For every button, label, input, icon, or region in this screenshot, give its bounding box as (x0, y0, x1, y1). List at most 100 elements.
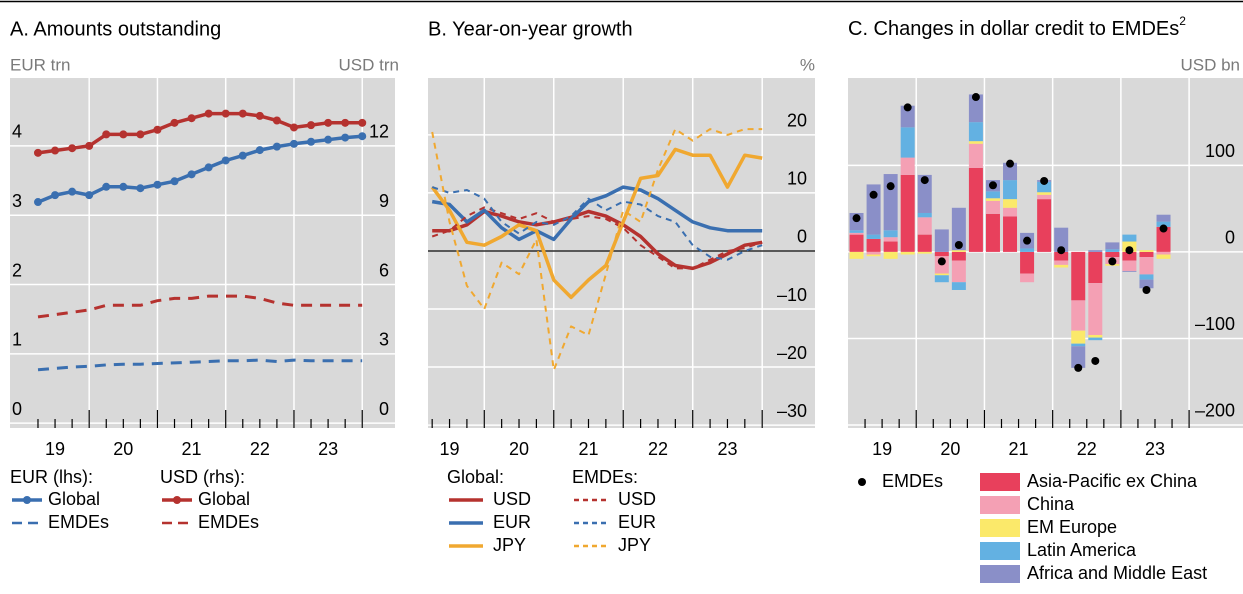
bar-segment (917, 212, 932, 218)
bar-segment (900, 174, 915, 252)
bar-segment (1088, 283, 1103, 335)
bar-segment (968, 94, 983, 123)
point (1074, 363, 1083, 372)
y2-tick-label: 9 (379, 191, 389, 211)
legend-swatch (980, 565, 1020, 583)
legend-swatch (980, 542, 1020, 560)
point (1108, 257, 1117, 266)
point (869, 190, 878, 199)
x-tick-label: 22 (1077, 439, 1097, 459)
y-tick-label: 2 (12, 260, 22, 280)
y-tick-label: 0 (797, 227, 807, 247)
bar-segment (1156, 254, 1171, 259)
bar-segment (1037, 192, 1052, 195)
bar-segment (917, 234, 932, 252)
bar-segment (1156, 251, 1171, 255)
line-series (431, 186, 763, 261)
bar-segment (968, 143, 983, 168)
legend-label: EMDEs (882, 471, 943, 491)
bar-segment (1156, 221, 1171, 227)
bar-segment (985, 200, 1000, 214)
bar-segment (1037, 194, 1052, 200)
line-marker (170, 118, 179, 127)
point (852, 214, 861, 223)
bar-segment (866, 184, 881, 235)
legend-label: USD (493, 489, 531, 509)
bar-segment (1054, 227, 1069, 252)
line-series (431, 185, 763, 242)
line-series (37, 358, 363, 372)
bar-segment (1020, 273, 1035, 283)
panel-title: C. Changes in dollar credit to EMDEs2 (848, 14, 1186, 40)
y-tick-label: 100 (1205, 141, 1235, 161)
line-marker (85, 141, 94, 150)
legend-swatch (980, 496, 1020, 514)
line-marker (33, 148, 42, 157)
point (1091, 356, 1100, 365)
bar-segment (1122, 251, 1137, 261)
line-marker (272, 142, 281, 151)
legend-marker (23, 496, 31, 504)
line-marker (153, 125, 162, 134)
bar-segment (1122, 270, 1137, 272)
x-tick-label: 19 (440, 439, 460, 459)
bar-segment (1003, 199, 1018, 208)
legend-label: EM Europe (1027, 517, 1117, 537)
x-tick-label: 23 (1145, 439, 1165, 459)
y-axis-label: USD bn (1180, 55, 1240, 74)
bar-segment (900, 127, 915, 158)
bar-segment (883, 251, 898, 259)
bar-segment (934, 229, 949, 252)
legend-label: USD (618, 489, 656, 509)
bar-segment (883, 230, 898, 238)
point (886, 182, 895, 191)
bar-segment (985, 198, 1000, 201)
bar-segment (1054, 251, 1069, 261)
legend-heading: Global: (447, 467, 504, 487)
line-series (37, 294, 363, 319)
bar-segment (849, 234, 864, 252)
bar-segment (883, 241, 898, 252)
x-tick-label: 21 (1009, 439, 1029, 459)
y2-tick-label: 3 (379, 330, 389, 350)
bar-segment (1139, 251, 1154, 258)
bar-segment (1105, 251, 1120, 258)
line-marker (102, 130, 111, 139)
bar-segment (866, 254, 881, 257)
legend-label: EMDEs (198, 512, 259, 532)
x-tick-label: 20 (509, 439, 529, 459)
bar-segment (1105, 242, 1120, 250)
line-marker (204, 109, 213, 118)
x-tick-label: 23 (717, 439, 737, 459)
bar-segment (1156, 226, 1171, 252)
bar-segment (951, 282, 966, 290)
line-marker (272, 116, 281, 125)
x-tick-label: 21 (578, 439, 598, 459)
x-tick-label: 20 (940, 439, 960, 459)
bar-segment (917, 251, 932, 254)
legend-heading: USD (rhs): (160, 467, 245, 487)
bar-segment (951, 250, 966, 252)
bar-segment (866, 251, 881, 255)
x-tick-label: 21 (182, 439, 202, 459)
bar-segment (849, 230, 864, 233)
line-marker (187, 170, 196, 179)
bar-segment (1054, 264, 1069, 268)
bar-segment (1122, 260, 1137, 271)
point (903, 103, 912, 112)
line-marker (153, 180, 162, 189)
legend-label: Asia-Pacific ex China (1027, 471, 1198, 491)
point (971, 93, 980, 102)
bar-segment (900, 251, 915, 255)
y-tick-label: –100 (1195, 314, 1235, 334)
panel-title: A. Amounts outstanding (10, 18, 221, 40)
point (1142, 285, 1151, 294)
line-marker (255, 146, 264, 155)
line-marker (68, 187, 77, 196)
legend-label: Global (198, 489, 250, 509)
point (954, 240, 963, 249)
bar-segment (1037, 199, 1052, 252)
bar-segment (968, 122, 983, 142)
bar-segment (968, 141, 983, 144)
y-tick-label: 4 (12, 122, 22, 142)
